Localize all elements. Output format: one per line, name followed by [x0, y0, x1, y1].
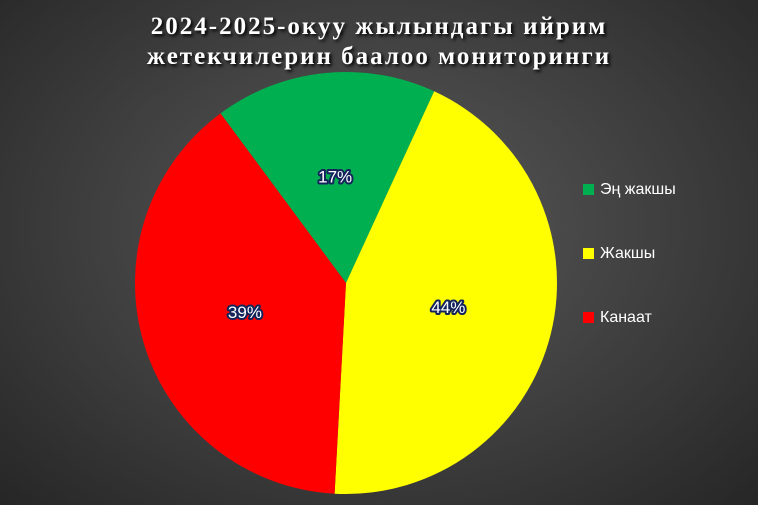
legend-swatch	[583, 184, 594, 195]
legend-label: Канаат	[600, 309, 653, 326]
legend-swatch	[583, 312, 594, 323]
pie-slice	[135, 113, 346, 494]
legend-label: Эң жакшы	[600, 181, 676, 198]
chart-title: 2024-2025-окуу жылындагы ийрим жетекчиле…	[146, 13, 612, 70]
pie-slice	[220, 72, 435, 284]
data-label: 44%	[431, 298, 465, 317]
pie-slice	[334, 91, 558, 494]
legend-label: Жакшы	[600, 245, 655, 262]
data-label: 17%	[318, 168, 352, 187]
data-label: 39%	[228, 303, 262, 322]
legend-swatch	[583, 248, 594, 259]
